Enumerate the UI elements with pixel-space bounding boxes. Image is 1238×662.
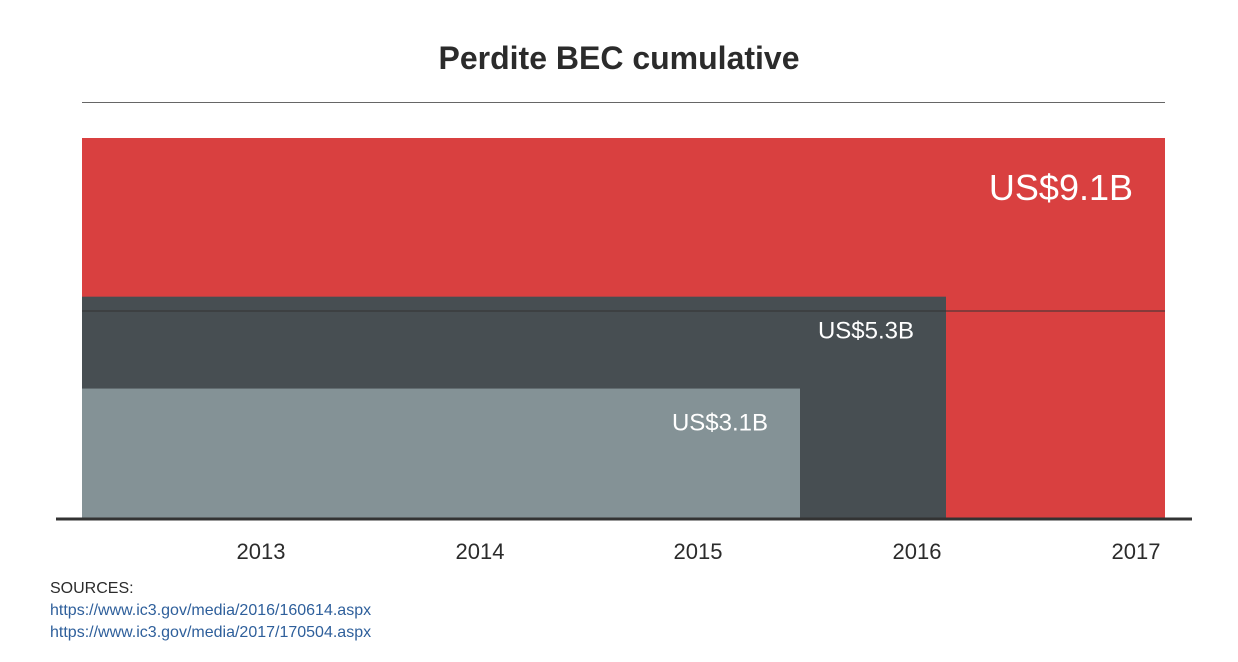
source-link-2[interactable]: https://www.ic3.gov/media/2017/170504.as… [50, 624, 372, 641]
title-divider [82, 102, 1165, 103]
value-label-2016: US$5.3B [818, 318, 914, 345]
x-tick-2016: 2016 [893, 539, 942, 564]
x-tick-2013: 2013 [237, 539, 286, 564]
x-tick-2015: 2015 [674, 539, 723, 564]
chart-title: Perdite BEC cumulative [438, 40, 800, 76]
cumulative-block-2015 [82, 388, 800, 518]
x-tick-2014: 2014 [456, 539, 505, 564]
source-link-1[interactable]: https://www.ic3.gov/media/2016/160614.as… [50, 602, 372, 619]
value-label-2015: US$3.1B [672, 410, 768, 437]
sources: SOURCES: https://www.ic3.gov/media/2016/… [50, 578, 371, 644]
x-tick-2017: 2017 [1112, 539, 1161, 564]
value-labels: US$9.1B US$5.3B US$3.1B [672, 167, 1133, 437]
chart-blocks [82, 138, 1165, 518]
value-label-2017: US$9.1B [989, 167, 1133, 208]
x-tick-labels: 2013 2014 2015 2016 2017 [237, 539, 1161, 564]
sources-label: SOURCES: [50, 580, 134, 597]
